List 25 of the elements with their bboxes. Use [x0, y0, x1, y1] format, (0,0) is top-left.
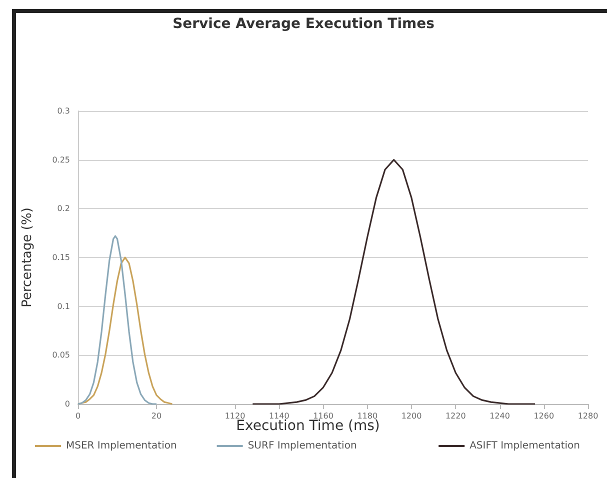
x-tick-label: 1160 — [313, 412, 334, 420]
legend-label: MSER Implementation — [66, 440, 177, 452]
y-tick-label: 0.15 — [52, 253, 70, 262]
x-tick-label: 1220 — [445, 412, 466, 420]
y-tick-label: 0.25 — [52, 155, 70, 164]
y-tick-label: 0.3 — [57, 106, 70, 116]
line-series — [77, 235, 158, 405]
x-tick-label: 0 — [75, 412, 81, 420]
y-tick-label: 0 — [64, 400, 70, 408]
x-tick-label: 1260 — [534, 412, 554, 420]
x-axis-title: Execution Time (ms) — [236, 418, 380, 434]
chart-title: Service Average Execution Times — [172, 16, 434, 32]
x-tick-label: 1200 — [401, 412, 422, 420]
x-tick-label: 1280 — [578, 412, 598, 420]
y-tick-label: 0.2 — [57, 204, 70, 214]
x-tick-label: 20 — [151, 412, 162, 420]
legend-label: ASIFT Implementation — [470, 440, 580, 452]
y-axis-title: Percentage (%) — [20, 208, 35, 308]
y-tick-label: 0.1 — [57, 302, 70, 311]
x-tick-label: 1120 — [224, 412, 246, 420]
x-tick-label: 1180 — [357, 412, 378, 420]
legend-label: SURF Implementation — [248, 440, 357, 452]
y-tick-label: 0.05 — [52, 350, 70, 360]
x-tick-label: 1240 — [490, 412, 510, 420]
x-tick-label: 1140 — [268, 412, 290, 420]
